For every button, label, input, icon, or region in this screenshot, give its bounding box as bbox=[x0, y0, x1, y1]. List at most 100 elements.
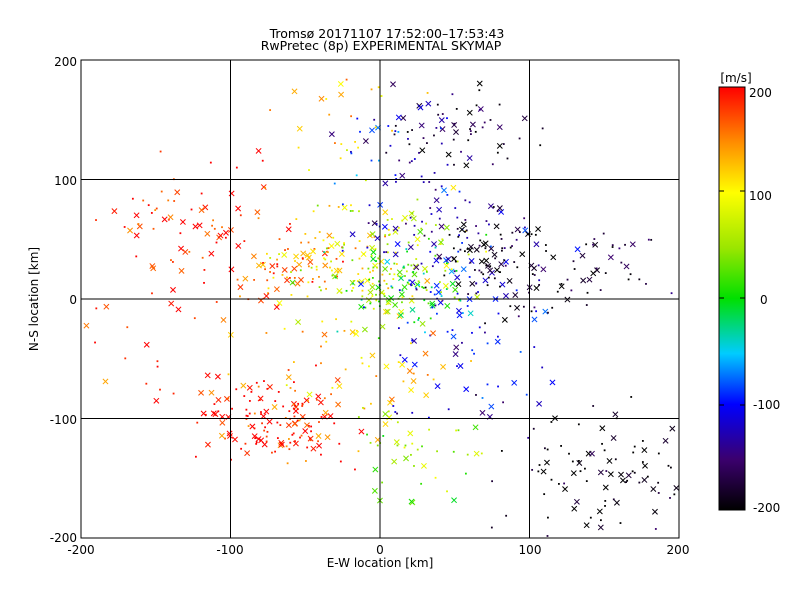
scatter-dot-marker bbox=[517, 315, 520, 318]
scatter-cross-marker bbox=[494, 338, 501, 345]
scatter-dot-marker bbox=[204, 413, 207, 416]
scatter-dot-marker bbox=[352, 282, 354, 285]
scatter-dot-marker bbox=[471, 331, 473, 334]
scatter-dot-marker bbox=[269, 109, 272, 111]
scatter-dot-marker bbox=[410, 264, 413, 267]
scatter-dot-marker bbox=[334, 142, 336, 144]
scatter-dot-marker bbox=[378, 300, 380, 303]
scatter-dot-marker bbox=[253, 412, 256, 415]
scatter-dot-marker bbox=[504, 264, 507, 267]
scatter-dot-marker bbox=[396, 412, 398, 415]
scatter-cross-marker bbox=[218, 432, 225, 439]
scatter-cross-marker bbox=[574, 246, 581, 253]
scatter-dot-marker bbox=[230, 458, 232, 461]
scatter-dot-marker bbox=[331, 274, 334, 277]
scatter-dot-marker bbox=[155, 207, 158, 210]
scatter-cross-marker bbox=[519, 251, 526, 258]
scatter-dot-marker bbox=[571, 460, 574, 463]
scatter-cross-marker bbox=[393, 439, 400, 446]
scatter-dot-marker bbox=[312, 210, 315, 213]
scatter-dot-marker bbox=[485, 264, 488, 267]
scatter-cross-marker bbox=[266, 383, 273, 390]
scatter-cross-marker bbox=[521, 115, 528, 122]
scatter-cross-marker bbox=[395, 114, 402, 121]
scatter-dot-marker bbox=[395, 180, 397, 183]
scatter-dot-marker bbox=[352, 280, 355, 282]
scatter-dot-marker bbox=[369, 441, 372, 444]
scatter-dot-marker bbox=[457, 250, 460, 253]
scatter-dot-marker bbox=[601, 442, 603, 445]
scatter-cross-marker bbox=[336, 383, 343, 390]
scatter-cross-marker bbox=[310, 248, 317, 255]
scatter-dot-marker bbox=[276, 421, 279, 424]
scatter-cross-marker bbox=[411, 361, 418, 368]
scatter-cross-marker bbox=[266, 418, 273, 425]
scatter-dot-marker bbox=[570, 289, 573, 292]
scatter-dot-marker bbox=[276, 265, 279, 268]
scatter-dot-marker bbox=[340, 143, 343, 145]
scatter-cross-marker bbox=[451, 255, 457, 262]
scatter-dot-marker bbox=[413, 233, 416, 236]
scatter-dot-marker bbox=[556, 290, 559, 293]
scatter-dot-marker bbox=[406, 250, 409, 253]
scatter-dot-marker bbox=[350, 115, 353, 118]
colorbar-label: [m/s] bbox=[720, 71, 751, 85]
scatter-cross-marker bbox=[594, 267, 601, 274]
scatter-dot-marker bbox=[558, 483, 560, 485]
scatter-dot-marker bbox=[410, 453, 412, 456]
scatter-dot-marker bbox=[291, 433, 294, 436]
scatter-dot-marker bbox=[423, 299, 426, 302]
scatter-cross-marker bbox=[358, 428, 365, 435]
scatter-dot-marker bbox=[595, 267, 598, 270]
scatter-dot-marker bbox=[446, 490, 448, 493]
scatter-dot-marker bbox=[412, 271, 415, 273]
scatter-dot-marker bbox=[447, 408, 450, 411]
scatter-dot-marker bbox=[95, 307, 98, 310]
scatter-cross-marker bbox=[381, 223, 388, 230]
scatter-cross-marker bbox=[452, 351, 459, 358]
scatter-cross-marker bbox=[401, 356, 408, 363]
scatter-dot-marker bbox=[366, 245, 369, 248]
scatter-dot-marker bbox=[425, 270, 428, 273]
scatter-dot-marker bbox=[362, 406, 364, 409]
scatter-dot-marker bbox=[382, 435, 385, 437]
scatter-dot-marker bbox=[440, 291, 442, 294]
scatter-dot-marker bbox=[394, 411, 397, 413]
scatter-cross-marker bbox=[498, 261, 505, 268]
scatter-cross-marker bbox=[337, 81, 344, 87]
scatter-dot-marker bbox=[402, 266, 405, 269]
scatter-dot-marker bbox=[279, 424, 282, 427]
scatter-cross-marker bbox=[361, 326, 368, 333]
scatter-cross-marker bbox=[503, 292, 509, 299]
scatter-dot-marker bbox=[486, 342, 489, 345]
scatter-dot-marker bbox=[457, 235, 460, 238]
scatter-dot-marker bbox=[215, 241, 218, 244]
scatter-cross-marker bbox=[321, 331, 328, 338]
scatter-cross-marker bbox=[429, 302, 436, 309]
scatter-dot-marker bbox=[501, 249, 503, 252]
scatter-dot-marker bbox=[370, 254, 373, 257]
scatter-dot-marker bbox=[194, 455, 197, 458]
scatter-dot-marker bbox=[417, 319, 420, 321]
scatter-dot-marker bbox=[670, 466, 672, 469]
scatter-dot-marker bbox=[375, 293, 377, 296]
scatter-dot-marker bbox=[429, 291, 432, 293]
scatter-dot-marker bbox=[446, 163, 449, 166]
scatter-dot-marker bbox=[285, 445, 288, 448]
scatter-dot-marker bbox=[585, 304, 588, 306]
scatter-dot-marker bbox=[525, 393, 528, 396]
scatter-dot-marker bbox=[314, 237, 317, 239]
scatter-dot-marker bbox=[456, 216, 459, 219]
scatter-cross-marker bbox=[370, 249, 377, 256]
scatter-cross-marker bbox=[433, 197, 440, 204]
scatter-dot-marker bbox=[337, 206, 340, 208]
scatter-dot-marker bbox=[239, 214, 242, 217]
scatter-dot-marker bbox=[341, 246, 344, 249]
scatter-dot-marker bbox=[351, 289, 353, 292]
scatter-dot-marker bbox=[335, 257, 338, 260]
scatter-dot-marker bbox=[375, 223, 378, 225]
scatter-dot-marker bbox=[267, 287, 270, 290]
scatter-cross-marker bbox=[369, 244, 376, 251]
scatter-dot-marker bbox=[393, 133, 396, 136]
scatter-dot-marker bbox=[519, 351, 522, 353]
